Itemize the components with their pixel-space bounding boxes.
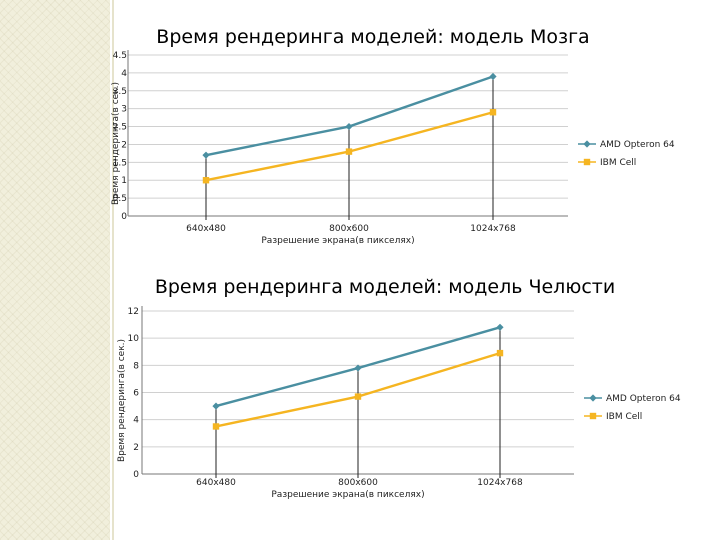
data-point bbox=[496, 323, 504, 331]
y-tick-label: 2 bbox=[133, 443, 139, 453]
data-point bbox=[354, 364, 362, 372]
chart-title: Время рендеринга моделей: модель Мозга bbox=[156, 26, 589, 48]
data-point bbox=[202, 151, 210, 159]
y-tick-label: 10 bbox=[128, 334, 140, 344]
data-point bbox=[489, 109, 497, 116]
chart-jaw-model: 0 2 4 6 8 10 12 640x480 800x600 1024x768 Время рен… bbox=[117, 276, 681, 500]
data-point bbox=[212, 402, 220, 410]
data-point bbox=[202, 177, 210, 184]
chart-title: Время рендеринга моделей: модель Челюсти bbox=[155, 276, 615, 298]
x-tick-label: 1024x768 bbox=[477, 478, 523, 488]
y-tick-label: 6 bbox=[133, 389, 139, 399]
y-axis-label: Время рендеринга(в сек.) bbox=[111, 82, 121, 205]
legend-label: IBM Cell bbox=[606, 412, 642, 422]
legend-label: AMD Opteron 64 bbox=[600, 140, 675, 150]
y-tick-label: 3.5 bbox=[113, 87, 127, 97]
legend-marker bbox=[589, 412, 597, 420]
data-point bbox=[345, 148, 353, 155]
y-tick-label: 4 bbox=[133, 416, 139, 426]
y-tick-label: 2 bbox=[121, 140, 127, 150]
data-point bbox=[496, 349, 504, 357]
decorative-divider bbox=[112, 0, 114, 540]
data-point bbox=[212, 423, 220, 430]
x-tick-label: 640x480 bbox=[196, 478, 236, 488]
y-tick-label: 1 bbox=[121, 176, 127, 186]
y-tick-label: 4.5 bbox=[113, 51, 127, 61]
data-point bbox=[489, 72, 497, 81]
y-tick-label: 0 bbox=[121, 212, 127, 222]
x-tick-label: 800x600 bbox=[329, 224, 369, 234]
y-tick-label: 12 bbox=[128, 307, 139, 317]
data-point bbox=[345, 122, 353, 131]
y-tick-label: 4 bbox=[121, 69, 127, 79]
x-tick-label: 800x600 bbox=[338, 478, 378, 488]
y-tick-label: 2.5 bbox=[113, 123, 127, 133]
y-tick-label: 0.5 bbox=[113, 194, 127, 204]
x-tick-label: 1024x768 bbox=[470, 224, 516, 234]
data-point bbox=[354, 393, 362, 400]
y-tick-label: 3 bbox=[121, 105, 127, 115]
legend-label: AMD Opteron 64 bbox=[606, 394, 681, 404]
x-tick-label: 640x480 bbox=[186, 224, 226, 234]
y-axis-label: Время рендеринга(в сек.) bbox=[117, 339, 127, 462]
y-tick-label: 8 bbox=[133, 361, 139, 371]
y-tick-label: 0 bbox=[133, 470, 139, 480]
legend-label: IBM Cell bbox=[600, 158, 636, 168]
legend-marker bbox=[583, 158, 591, 166]
x-axis-label: Разрешение экрана(в пикселях) bbox=[261, 236, 414, 246]
x-axis-label: Разрешение экрана(в пикселях) bbox=[271, 490, 424, 500]
decorative-side-panel bbox=[0, 0, 110, 540]
chart-brain-model: 0 0.5 1 1.5 2 2.5 3 3.5 4 4.5 640x480 800x600 1024x7… bbox=[111, 26, 675, 246]
legend-marker bbox=[583, 140, 591, 148]
legend-marker bbox=[589, 394, 597, 402]
y-tick-label: 1.5 bbox=[113, 158, 127, 168]
